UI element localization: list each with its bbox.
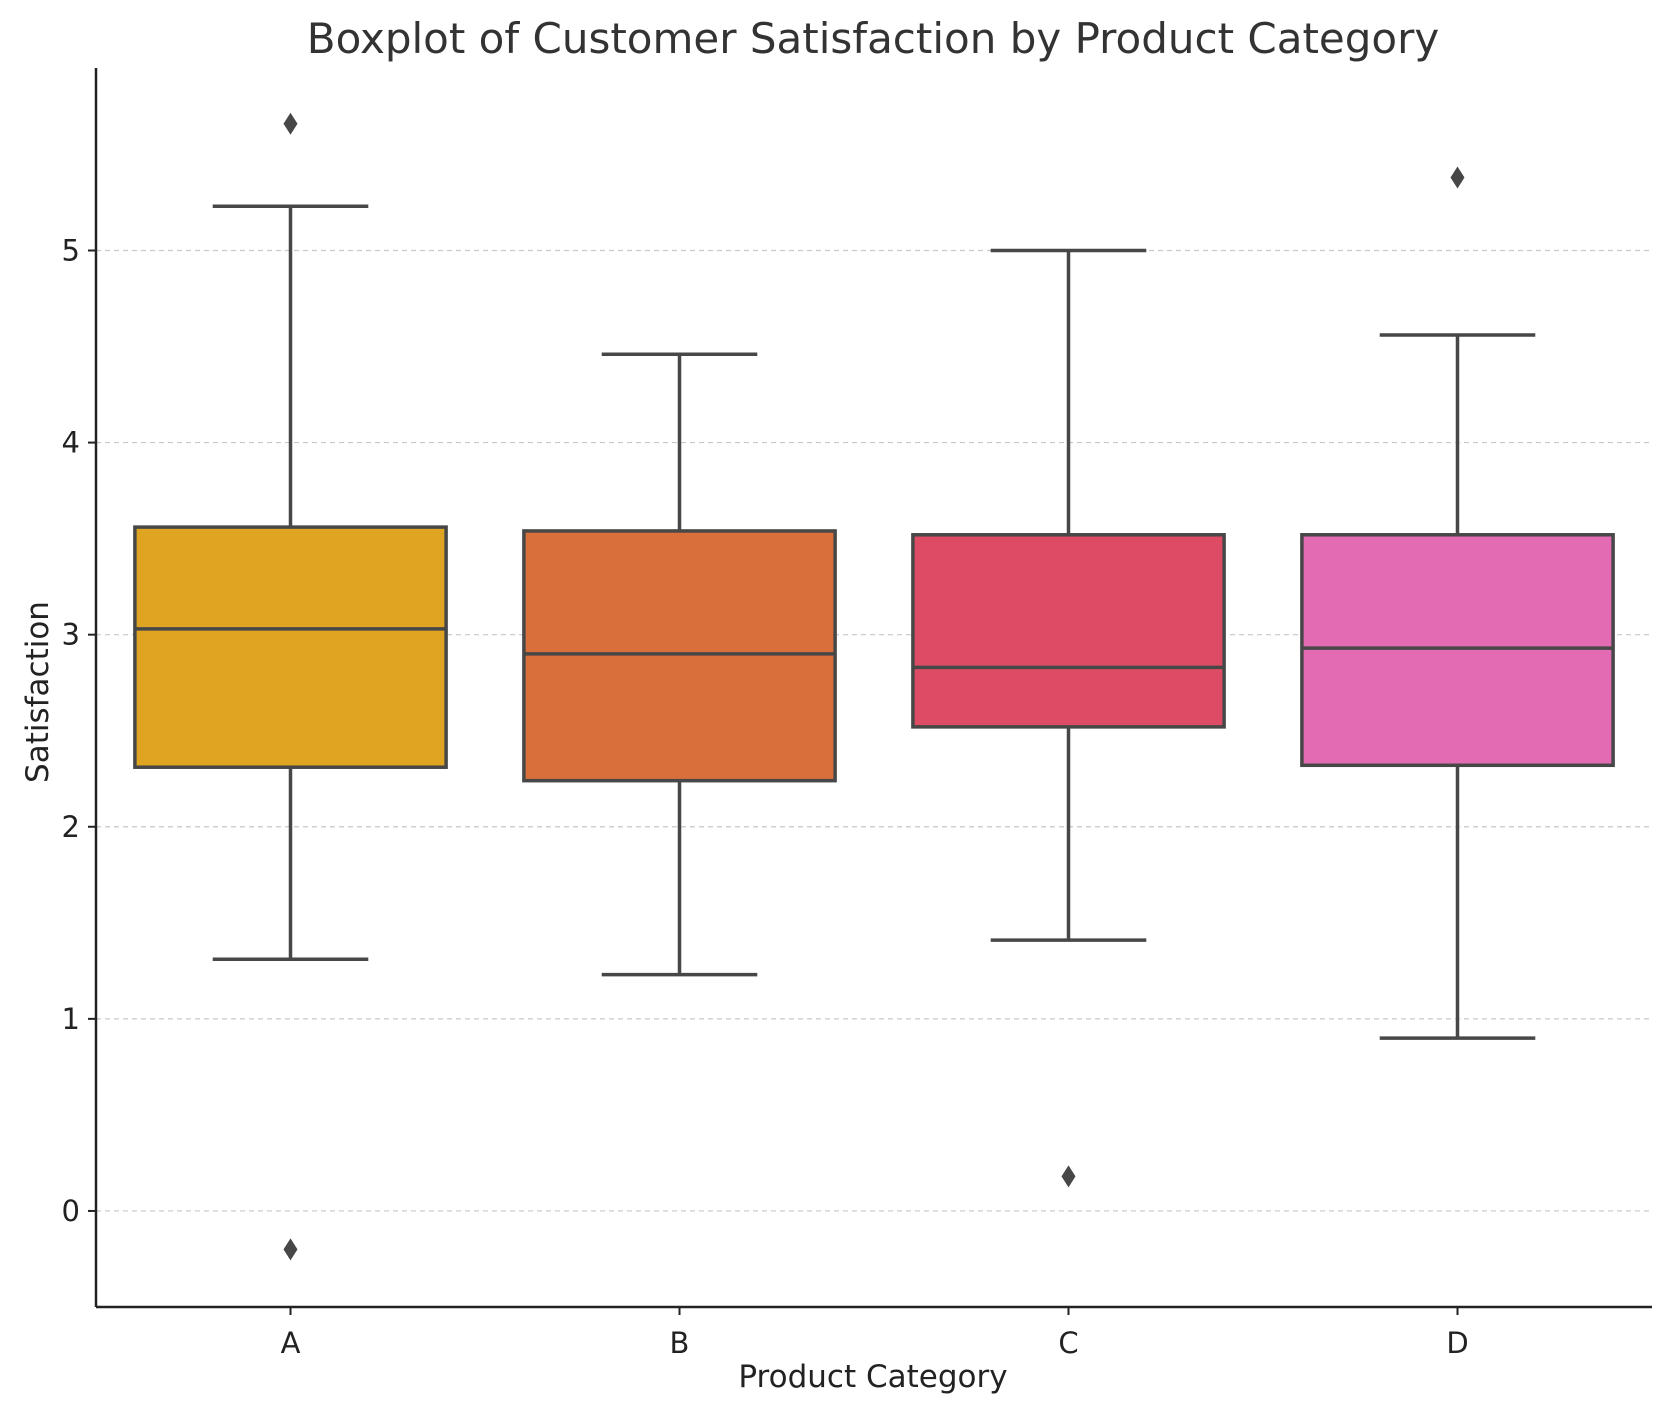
y-tick-label: 2 (62, 810, 80, 844)
outlier-point (1450, 166, 1465, 189)
y-tick-label: 3 (62, 618, 80, 652)
chart-title: Boxplot of Customer Satisfaction by Prod… (307, 14, 1439, 63)
box-C (911, 248, 1226, 1188)
x-axis-label: Product Category (738, 1359, 1007, 1395)
outlier-point (1061, 1165, 1076, 1188)
y-tick-label: 1 (62, 1002, 80, 1036)
iqr-box (133, 525, 448, 769)
y-tick-label: 0 (62, 1194, 80, 1228)
iqr-box (522, 529, 837, 783)
iqr-box (911, 533, 1226, 729)
x-tick-label: C (1058, 1326, 1078, 1360)
y-tick-label: 4 (62, 426, 80, 460)
tick-labels: 0 1 2 3 4 5 A B C D (62, 233, 1469, 1360)
box-B (522, 352, 837, 977)
y-tick-label: 5 (62, 233, 80, 267)
y-axis-label: Satisfaction (20, 601, 56, 783)
x-tick-label: A (281, 1326, 301, 1360)
box-D (1300, 166, 1615, 1040)
outlier-point (283, 1238, 298, 1261)
boxes (133, 112, 1615, 1261)
box-A (133, 112, 448, 1261)
outlier-point (283, 112, 298, 135)
iqr-box (1300, 533, 1615, 768)
x-tick-label: D (1446, 1326, 1468, 1360)
x-tick-label: B (670, 1326, 690, 1360)
